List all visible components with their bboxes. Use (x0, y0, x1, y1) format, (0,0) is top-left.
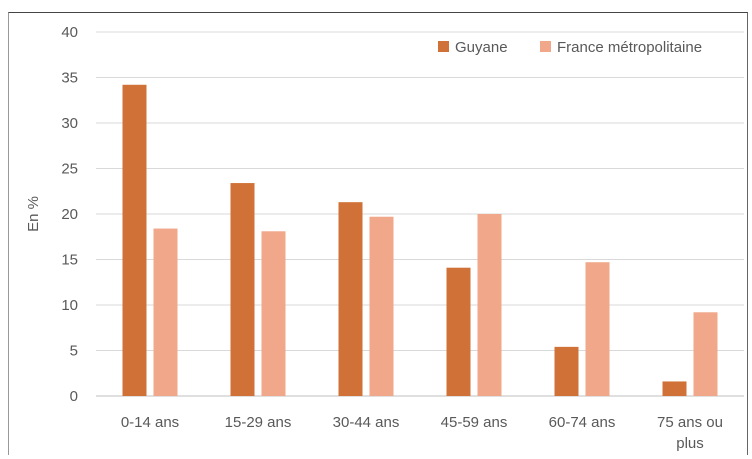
y-tick-label: 0 (70, 388, 78, 405)
x-tick-label: 0-14 ans (121, 414, 179, 431)
bar-guyane (230, 183, 255, 396)
legend-swatch (438, 41, 449, 52)
x-tick-label: 75 ans ou plus (657, 414, 723, 452)
bar-france-metropolitaine (693, 312, 718, 396)
bar-guyane (122, 84, 147, 396)
bar-guyane (338, 202, 363, 396)
y-tick-label: 15 (61, 252, 78, 269)
bar-france-metropolitaine (153, 228, 178, 396)
y-axis-title: En % (25, 196, 42, 232)
legend-swatch (540, 41, 551, 52)
legend-label: France métropolitaine (557, 39, 702, 56)
x-tick-label: 30-44 ans (333, 414, 400, 431)
chart-frame (8, 12, 748, 455)
x-tick-label: 15-29 ans (225, 414, 292, 431)
bar-france-metropolitaine (477, 214, 502, 396)
y-tick-label: 5 (70, 343, 78, 360)
bar-france-metropolitaine (369, 216, 394, 396)
gridlines (96, 31, 744, 397)
legend: Guyane France métropolitaine (438, 39, 702, 56)
y-tick-label: 40 (61, 24, 78, 41)
legend-label: Guyane (455, 39, 508, 56)
x-tick-label: 60-74 ans (549, 414, 616, 431)
y-tick-label: 20 (61, 206, 78, 223)
bar-guyane (662, 381, 687, 396)
bar-guyane (554, 346, 579, 396)
y-tick-label: 30 (61, 115, 78, 132)
bars (122, 84, 718, 396)
bar-france-metropolitaine (585, 262, 610, 396)
y-tick-label: 10 (61, 297, 78, 314)
bar-france-metropolitaine (261, 231, 286, 396)
x-tick-labels: 0-14 ans 15-29 ans 30-44 ans 45-59 ans 60-74… (121, 414, 723, 452)
x-tick-label: 45-59 ans (441, 414, 508, 431)
y-tick-label: 35 (61, 70, 78, 87)
bar-guyane (446, 267, 471, 396)
y-tick-labels: 0 5 10 15 20 25 30 35 40 (61, 24, 78, 405)
y-tick-label: 25 (61, 161, 78, 178)
